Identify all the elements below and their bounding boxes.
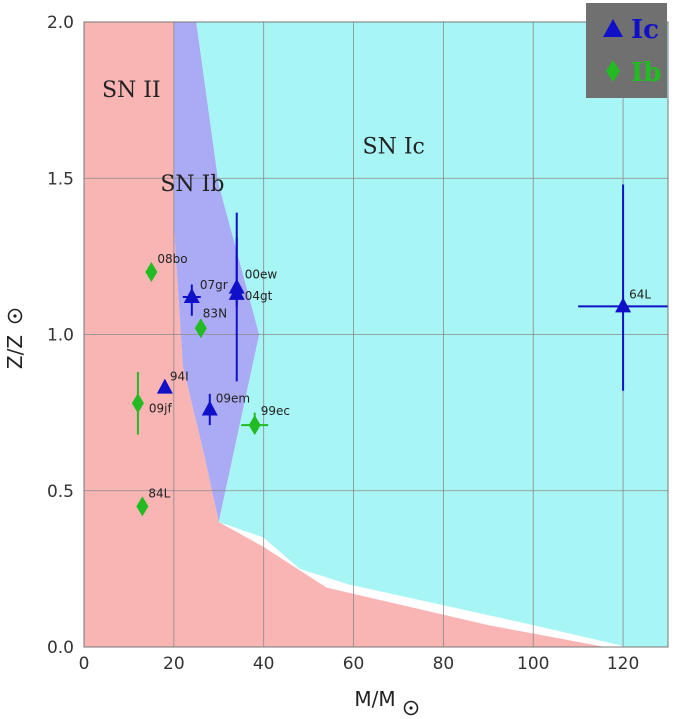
y-axis-title-group: Z/Z xyxy=(3,335,27,369)
data-point-94i: 94I xyxy=(156,370,189,394)
y-tick-label: 0.5 xyxy=(47,482,74,502)
region-label-sn-ib: SN Ib xyxy=(160,172,224,197)
x-axis-title: M/M xyxy=(354,687,395,711)
point-label: 09em xyxy=(216,392,250,406)
x-sun-dot xyxy=(409,706,413,710)
region-sn-ii xyxy=(84,22,606,647)
data-point-64l: 64L xyxy=(578,184,668,391)
triangle-marker xyxy=(156,378,173,394)
point-label: 00ew xyxy=(245,268,278,282)
plot-frame xyxy=(83,21,669,648)
point-label: 83N xyxy=(203,306,227,320)
y-sun-circle xyxy=(7,308,23,324)
x-sun-circle xyxy=(403,700,419,716)
legend: Ic Ib xyxy=(586,3,667,98)
data-point-07gr: 07gr xyxy=(182,278,228,316)
diamond-marker xyxy=(145,262,158,282)
point-label: 64L xyxy=(629,287,651,301)
diamond-marker xyxy=(136,496,149,517)
x-tick-label: 100 xyxy=(517,654,549,674)
data-point-04gt: 04gt xyxy=(228,237,273,382)
triangle-marker xyxy=(228,284,245,300)
point-label: 84L xyxy=(148,486,170,500)
point-label: 04gt xyxy=(245,289,273,303)
x-tick-label: 40 xyxy=(253,654,275,674)
legend-ib-marker xyxy=(606,60,620,82)
y-tick-label: 1.0 xyxy=(47,326,74,346)
data-point-84l: 84L xyxy=(136,486,171,517)
point-label: 07gr xyxy=(200,278,228,292)
point-label: 08bo xyxy=(157,252,187,266)
data-point-99ec: 99ec xyxy=(241,404,290,436)
legend-ic-marker xyxy=(603,19,623,37)
x-tick-label: 80 xyxy=(433,654,455,674)
region-sn-ib xyxy=(173,22,260,522)
y-tick-label: 0.0 xyxy=(47,638,74,658)
data-point-09em: 09em xyxy=(201,392,250,426)
triangle-marker xyxy=(201,400,218,416)
x-tick-label: 60 xyxy=(343,654,365,674)
x-axis-sun-symbol xyxy=(403,700,419,716)
y-tick-label: 2.0 xyxy=(47,13,74,33)
y-tick-label: 1.5 xyxy=(47,169,74,189)
diamond-marker xyxy=(194,318,207,339)
point-label: 99ec xyxy=(261,404,290,418)
y-axis-title: Z/Z xyxy=(3,335,27,369)
region-label-sn-ic: SN Ic xyxy=(363,134,425,159)
diamond-marker xyxy=(248,415,261,436)
region-labels-layer: SN II SN Ib SN Ic xyxy=(102,78,425,197)
x-tick-label: 0 xyxy=(79,654,90,674)
x-tick-label: 20 xyxy=(163,654,185,674)
point-label: 94I xyxy=(170,370,189,384)
legend-box xyxy=(586,3,667,98)
ticks-layer: 0 20 40 60 80 100 120 0.0 0.5 1.0 1.5 2.0 xyxy=(47,13,639,674)
data-point-83n: 83N xyxy=(194,306,227,339)
point-label: 09jf xyxy=(149,401,173,415)
legend-ib-label: Ib xyxy=(631,58,661,88)
diamond-marker xyxy=(131,393,144,414)
y-sun-dot xyxy=(13,314,17,318)
x-tick-label: 120 xyxy=(607,654,639,674)
region-label-sn-ii: SN II xyxy=(102,78,161,103)
triangle-marker xyxy=(615,297,632,313)
points-layer: 07gr 00ew 04gt 94I 09em 64L 08bo 83N 09jf 99ec 84L xyxy=(131,184,668,517)
data-point-08bo: 08bo xyxy=(145,252,188,282)
y-axis-sun-symbol xyxy=(7,308,23,324)
data-point-09jf: 09jf xyxy=(131,372,173,435)
triangle-marker xyxy=(183,288,200,303)
legend-ic-label: Ic xyxy=(631,15,659,45)
